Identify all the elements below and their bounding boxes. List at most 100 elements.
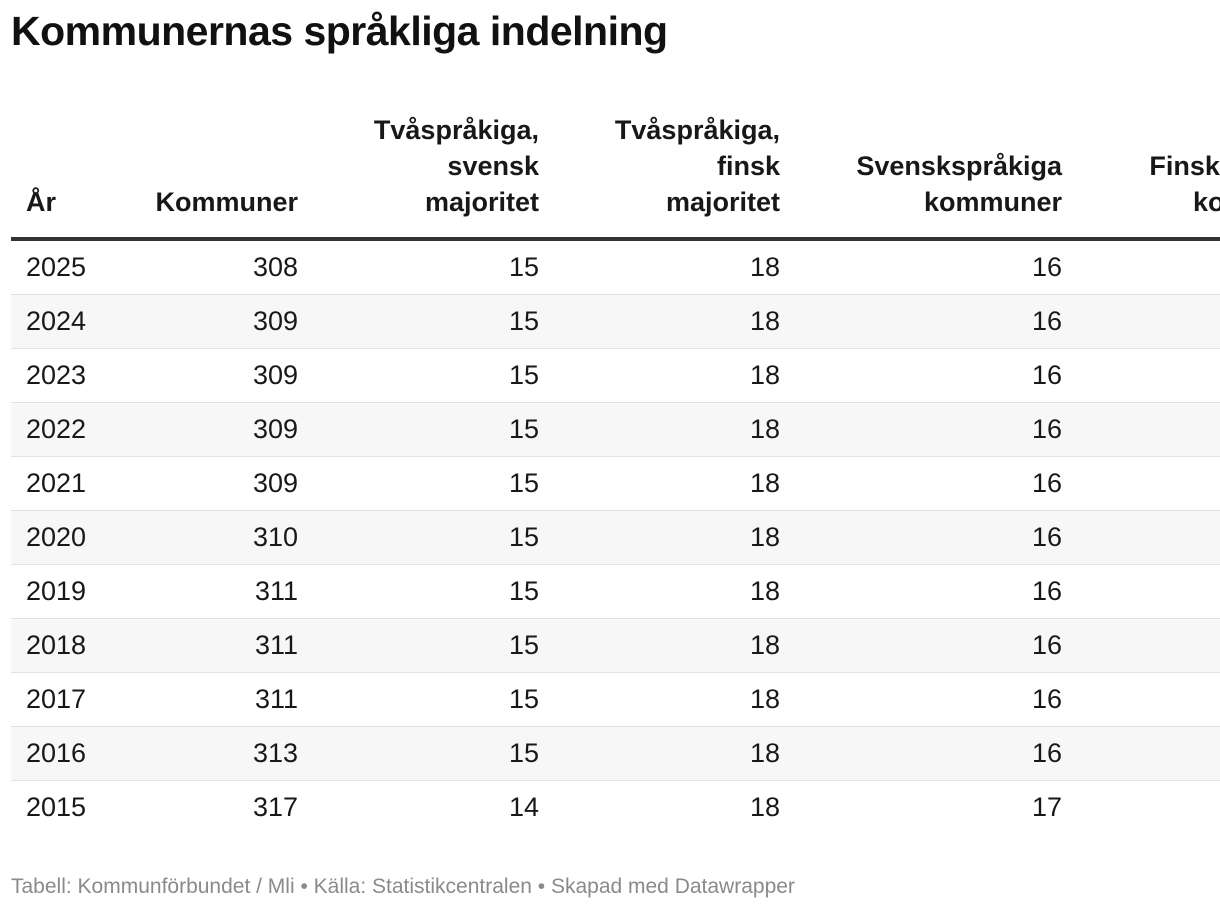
column-header-5[interactable]: Finskspråkiga kommuner [1070,112,1220,241]
table-cell: 16 [788,672,1070,727]
table-body: 2025 308 15 18 16 2024 309 15 18 16 2023 309 15 18 16 2… [11,239,1220,834]
table-cell: 15 [306,239,547,295]
table-cell: 308 [114,239,306,295]
table-cell: 2019 [11,564,114,619]
table-cell: 15 [306,564,547,619]
column-header-0[interactable]: År [11,112,114,241]
table-cell: 18 [547,239,788,295]
table-cell: 16 [788,564,1070,619]
table-row: 2023 309 15 18 16 [11,348,1220,403]
table-cell: 2018 [11,618,114,673]
table-cell: 16 [788,402,1070,457]
table-cell: 309 [114,402,306,457]
column-header-line: majoritet [424,187,539,217]
table-cell: 309 [114,456,306,511]
table-row: 2018 311 15 18 16 [11,618,1220,673]
table-cell [1070,510,1220,565]
table-cell: 2015 [26,792,87,822]
column-header-line: finsk [716,151,780,181]
column-header-3[interactable]: Tvåspråkiga, finsk majoritet [547,112,788,241]
column-header-1[interactable]: Kommuner [114,112,306,241]
table-cell [1070,618,1220,673]
table-cell: 309 [114,348,306,403]
column-header-line: År [26,187,57,217]
table-cell: 2016 [11,726,114,781]
table-cell: 18 [547,672,788,727]
column-header-line: Tvåspråkiga, [614,115,780,145]
table-cell: 2020 [11,510,114,565]
table-cell: 18 [547,294,788,349]
table-cell: 2022 [11,402,114,457]
table-cell: 18 [547,564,788,619]
table-row: 2017 311 15 18 16 [11,672,1220,727]
table-cell: 16 [788,618,1070,673]
table-row: 2024 309 15 18 16 [11,294,1220,349]
table-cell: 14 [508,792,539,822]
table-row: 2020 310 15 18 16 [11,510,1220,565]
table-cell: 18 [547,618,788,673]
table-header: År Kommuner Tvåspråkiga, svensk majoritet Två… [11,112,1220,241]
table-cell: 15 [306,402,547,457]
table-cell [1070,239,1220,295]
table-row: 2015 317 14 18 17 [11,781,1220,835]
table-cell: 18 [547,402,788,457]
table-cell: 16 [788,726,1070,781]
table-cell [1070,726,1220,781]
table-cell [1070,456,1220,511]
table-row: 2021 309 15 18 16 [11,456,1220,511]
table-cell: 17 [1031,792,1062,822]
table-cell: 15 [306,672,547,727]
table-cell: 311 [114,564,306,619]
table-cell: 15 [306,510,547,565]
table-row: 2025 308 15 18 16 [11,239,1220,295]
column-header-line: kommuner [1192,187,1220,217]
table-row: 2016 313 15 18 16 [11,726,1220,781]
table-cell: 18 [547,456,788,511]
column-header-2[interactable]: Tvåspråkiga, svensk majoritet [306,112,547,241]
table-cell: 16 [788,456,1070,511]
table-cell: 2025 [11,239,114,295]
column-header-4[interactable]: Svenskspråkiga kommuner [788,112,1070,241]
table-cell: 18 [547,348,788,403]
table-cell: 15 [306,348,547,403]
table-cell: 310 [114,510,306,565]
column-header-line: kommuner [923,187,1062,217]
table-cell: 2021 [11,456,114,511]
data-table: År Kommuner Tvåspråkiga, svensk majoritet Två… [11,112,1220,834]
table-cell: 15 [306,618,547,673]
column-header-line: Svenskspråkiga [856,151,1062,181]
table-cell: 16 [788,294,1070,349]
table-cell: 15 [306,294,547,349]
table-cell: 311 [114,618,306,673]
table-cell: 18 [547,510,788,565]
table-cell: 18 [547,726,788,781]
table-row: 2019 311 15 18 16 [11,564,1220,619]
table-cell: 18 [749,792,780,822]
table-cell: 2023 [11,348,114,403]
column-header-line: svensk [447,151,539,181]
table-cell: 313 [114,726,306,781]
column-header-line: majoritet [665,187,780,217]
table-cell: 16 [788,239,1070,295]
column-header-line: Tvåspråkiga, [373,115,539,145]
table-cell: 16 [788,510,1070,565]
table-cell: 15 [306,726,547,781]
column-header-line: Finskspråkiga [1149,151,1220,181]
table-cell: 309 [114,294,306,349]
chart-title: Kommunernas språkliga indelning [11,8,668,54]
column-header-line: Kommuner [155,187,298,217]
table-cell: 317 [252,792,298,822]
table-cell [1070,672,1220,727]
table-cell [1070,294,1220,349]
table-cell: 16 [788,348,1070,403]
table-cell [1070,348,1220,403]
table-cell [1070,564,1220,619]
table-cell [1070,402,1220,457]
source-footer: Tabell: Kommunförbundet / Mli • Källa: S… [11,875,795,898]
table-cell: 15 [306,456,547,511]
table-cell: 311 [114,672,306,727]
header-row: År Kommuner Tvåspråkiga, svensk majoritet Två… [11,112,1220,241]
table-row: 2022 309 15 18 16 [11,402,1220,457]
table-cell [1070,781,1220,835]
table-cell: 2024 [11,294,114,349]
